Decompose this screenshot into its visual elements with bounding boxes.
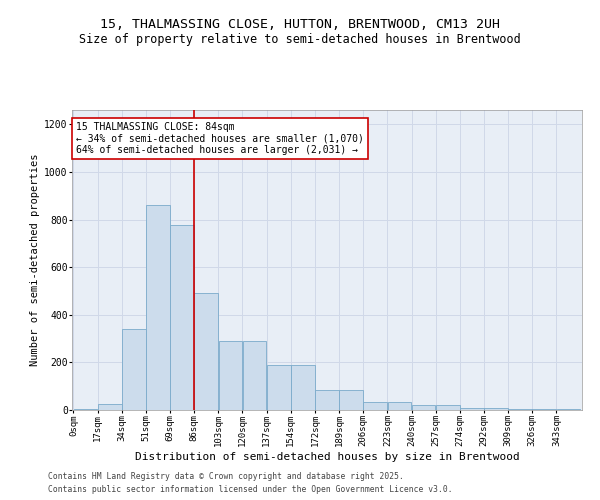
Bar — [291, 365, 315, 410]
Bar — [460, 408, 484, 410]
Bar — [122, 329, 146, 410]
Bar — [98, 404, 122, 410]
Bar — [436, 405, 460, 410]
Bar — [339, 390, 363, 410]
Bar — [194, 294, 218, 410]
Bar — [364, 402, 387, 410]
Text: Contains public sector information licensed under the Open Government Licence v3: Contains public sector information licen… — [48, 485, 452, 494]
Text: 15 THALMASSING CLOSE: 84sqm
← 34% of semi-detached houses are smaller (1,070)
64: 15 THALMASSING CLOSE: 84sqm ← 34% of sem… — [76, 122, 364, 155]
Bar — [508, 409, 532, 410]
X-axis label: Distribution of semi-detached houses by size in Brentwood: Distribution of semi-detached houses by … — [134, 452, 520, 462]
Bar — [388, 402, 412, 410]
Bar — [218, 341, 242, 410]
Text: 15, THALMASSING CLOSE, HUTTON, BRENTWOOD, CM13 2UH: 15, THALMASSING CLOSE, HUTTON, BRENTWOOD… — [100, 18, 500, 30]
Text: Contains HM Land Registry data © Crown copyright and database right 2025.: Contains HM Land Registry data © Crown c… — [48, 472, 404, 481]
Bar — [267, 365, 290, 410]
Bar — [315, 390, 339, 410]
Text: Size of property relative to semi-detached houses in Brentwood: Size of property relative to semi-detach… — [79, 32, 521, 46]
Bar — [146, 205, 170, 410]
Y-axis label: Number of semi-detached properties: Number of semi-detached properties — [30, 154, 40, 366]
Bar — [74, 409, 97, 410]
Bar — [412, 405, 436, 410]
Bar — [557, 409, 580, 410]
Bar — [484, 408, 508, 410]
Bar — [170, 226, 194, 410]
Bar — [242, 341, 266, 410]
Bar — [532, 409, 556, 410]
